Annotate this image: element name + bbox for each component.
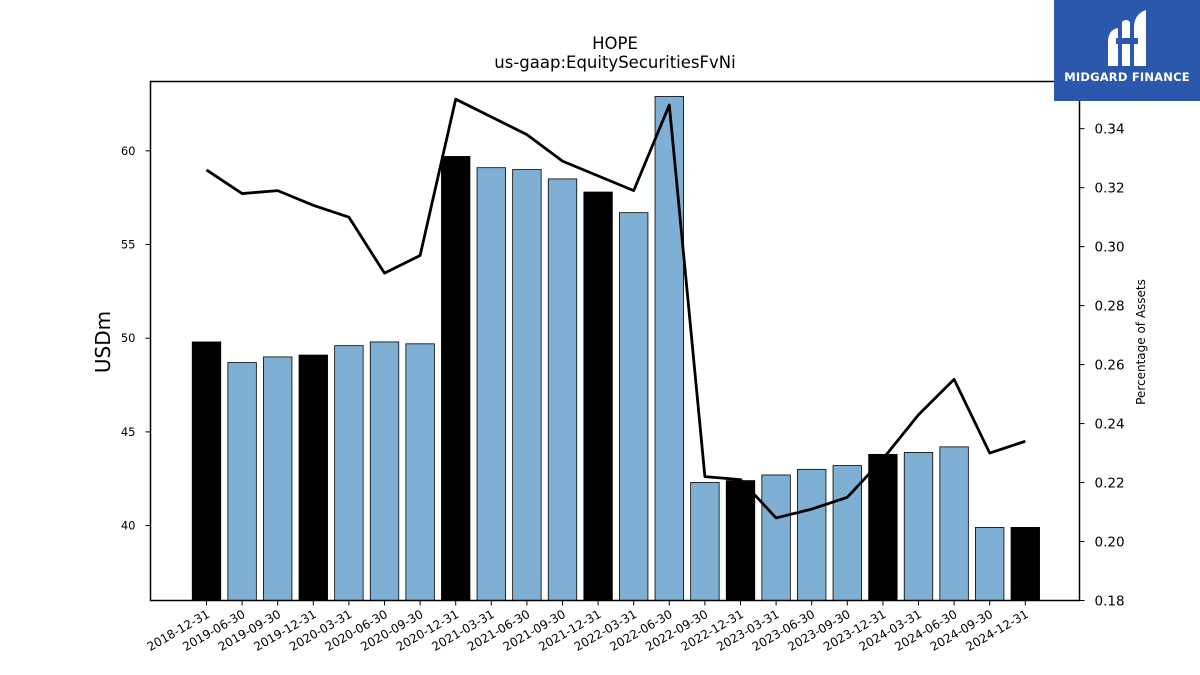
bar-2022-06-30 — [654, 96, 684, 601]
logo-mark-icon — [1108, 10, 1146, 66]
bar-2020-09-30 — [405, 343, 435, 601]
bar-2023-06-30 — [797, 468, 827, 601]
bar-2021-03-31 — [476, 167, 506, 601]
y2-tick-label-0.34: 0.34 — [1095, 122, 1125, 138]
bar-2019-06-30 — [227, 362, 257, 601]
bar-series — [191, 96, 1040, 601]
bar-2021-12-31 — [583, 191, 613, 601]
bar-2023-03-31 — [761, 474, 791, 601]
bar-2022-12-31 — [725, 480, 756, 601]
chart-title: HOPE — [592, 34, 638, 53]
y2-tick-label-0.28: 0.28 — [1095, 299, 1125, 315]
y2-axis-label: Percentage of Assets — [1134, 279, 1148, 405]
bar-2024-12-31 — [1010, 527, 1040, 601]
y-tick-label-55: 55 — [121, 238, 136, 252]
y2-tick-label-0.22: 0.22 — [1095, 476, 1125, 492]
y2-tick-label-0.20: 0.20 — [1095, 535, 1125, 551]
bar-2022-09-30 — [690, 482, 720, 601]
y2-tick-label-0.26: 0.26 — [1095, 358, 1125, 374]
y2-tick-label-0.24: 0.24 — [1095, 417, 1125, 433]
line-series — [205, 97, 1026, 520]
bar-2019-12-31 — [298, 354, 328, 601]
bar-2020-12-31 — [441, 156, 471, 601]
y2-tick-label-0.18: 0.18 — [1095, 594, 1125, 610]
bar-2024-06-30 — [939, 446, 969, 601]
logo: MIDGARD FINANCE — [1054, 0, 1200, 101]
y-tick-label-60: 60 — [121, 144, 136, 158]
plot-frame — [149, 80, 1081, 602]
bar-2024-09-30 — [975, 527, 1005, 601]
y-axis-label: USDm — [91, 311, 115, 373]
bar-2020-03-31 — [334, 345, 364, 601]
logo-text: MIDGARD FINANCE — [1064, 70, 1190, 84]
chart-subtitle: us-gaap:EquitySecuritiesFvNi — [494, 53, 735, 72]
y2-tick-label-0.30: 0.30 — [1095, 240, 1125, 256]
bar-2021-09-30 — [547, 178, 578, 601]
bar-2020-06-30 — [369, 341, 400, 601]
bar-2019-09-30 — [263, 356, 293, 601]
bar-2021-06-30 — [512, 169, 542, 601]
bar-2023-12-31 — [868, 453, 898, 601]
y-tick-label-50: 50 — [121, 331, 136, 345]
y-tick-label-45: 45 — [121, 425, 136, 439]
y-tick-label-40: 40 — [121, 519, 136, 533]
x-axis: 2018-12-312019-06-302019-09-302019-12-31… — [145, 600, 1031, 654]
bar-2018-12-31 — [191, 341, 222, 601]
bar-2022-03-31 — [619, 212, 649, 601]
percentage-line — [205, 97, 1026, 520]
y-axis-left: 40 45 50 55 60 — [121, 144, 151, 533]
bar-2024-03-31 — [903, 452, 934, 601]
y-axis-right: 0.18 0.20 0.22 0.24 0.26 0.28 0.30 0.32 0.34 — [1079, 122, 1125, 610]
y2-tick-label-0.32: 0.32 — [1095, 181, 1125, 197]
